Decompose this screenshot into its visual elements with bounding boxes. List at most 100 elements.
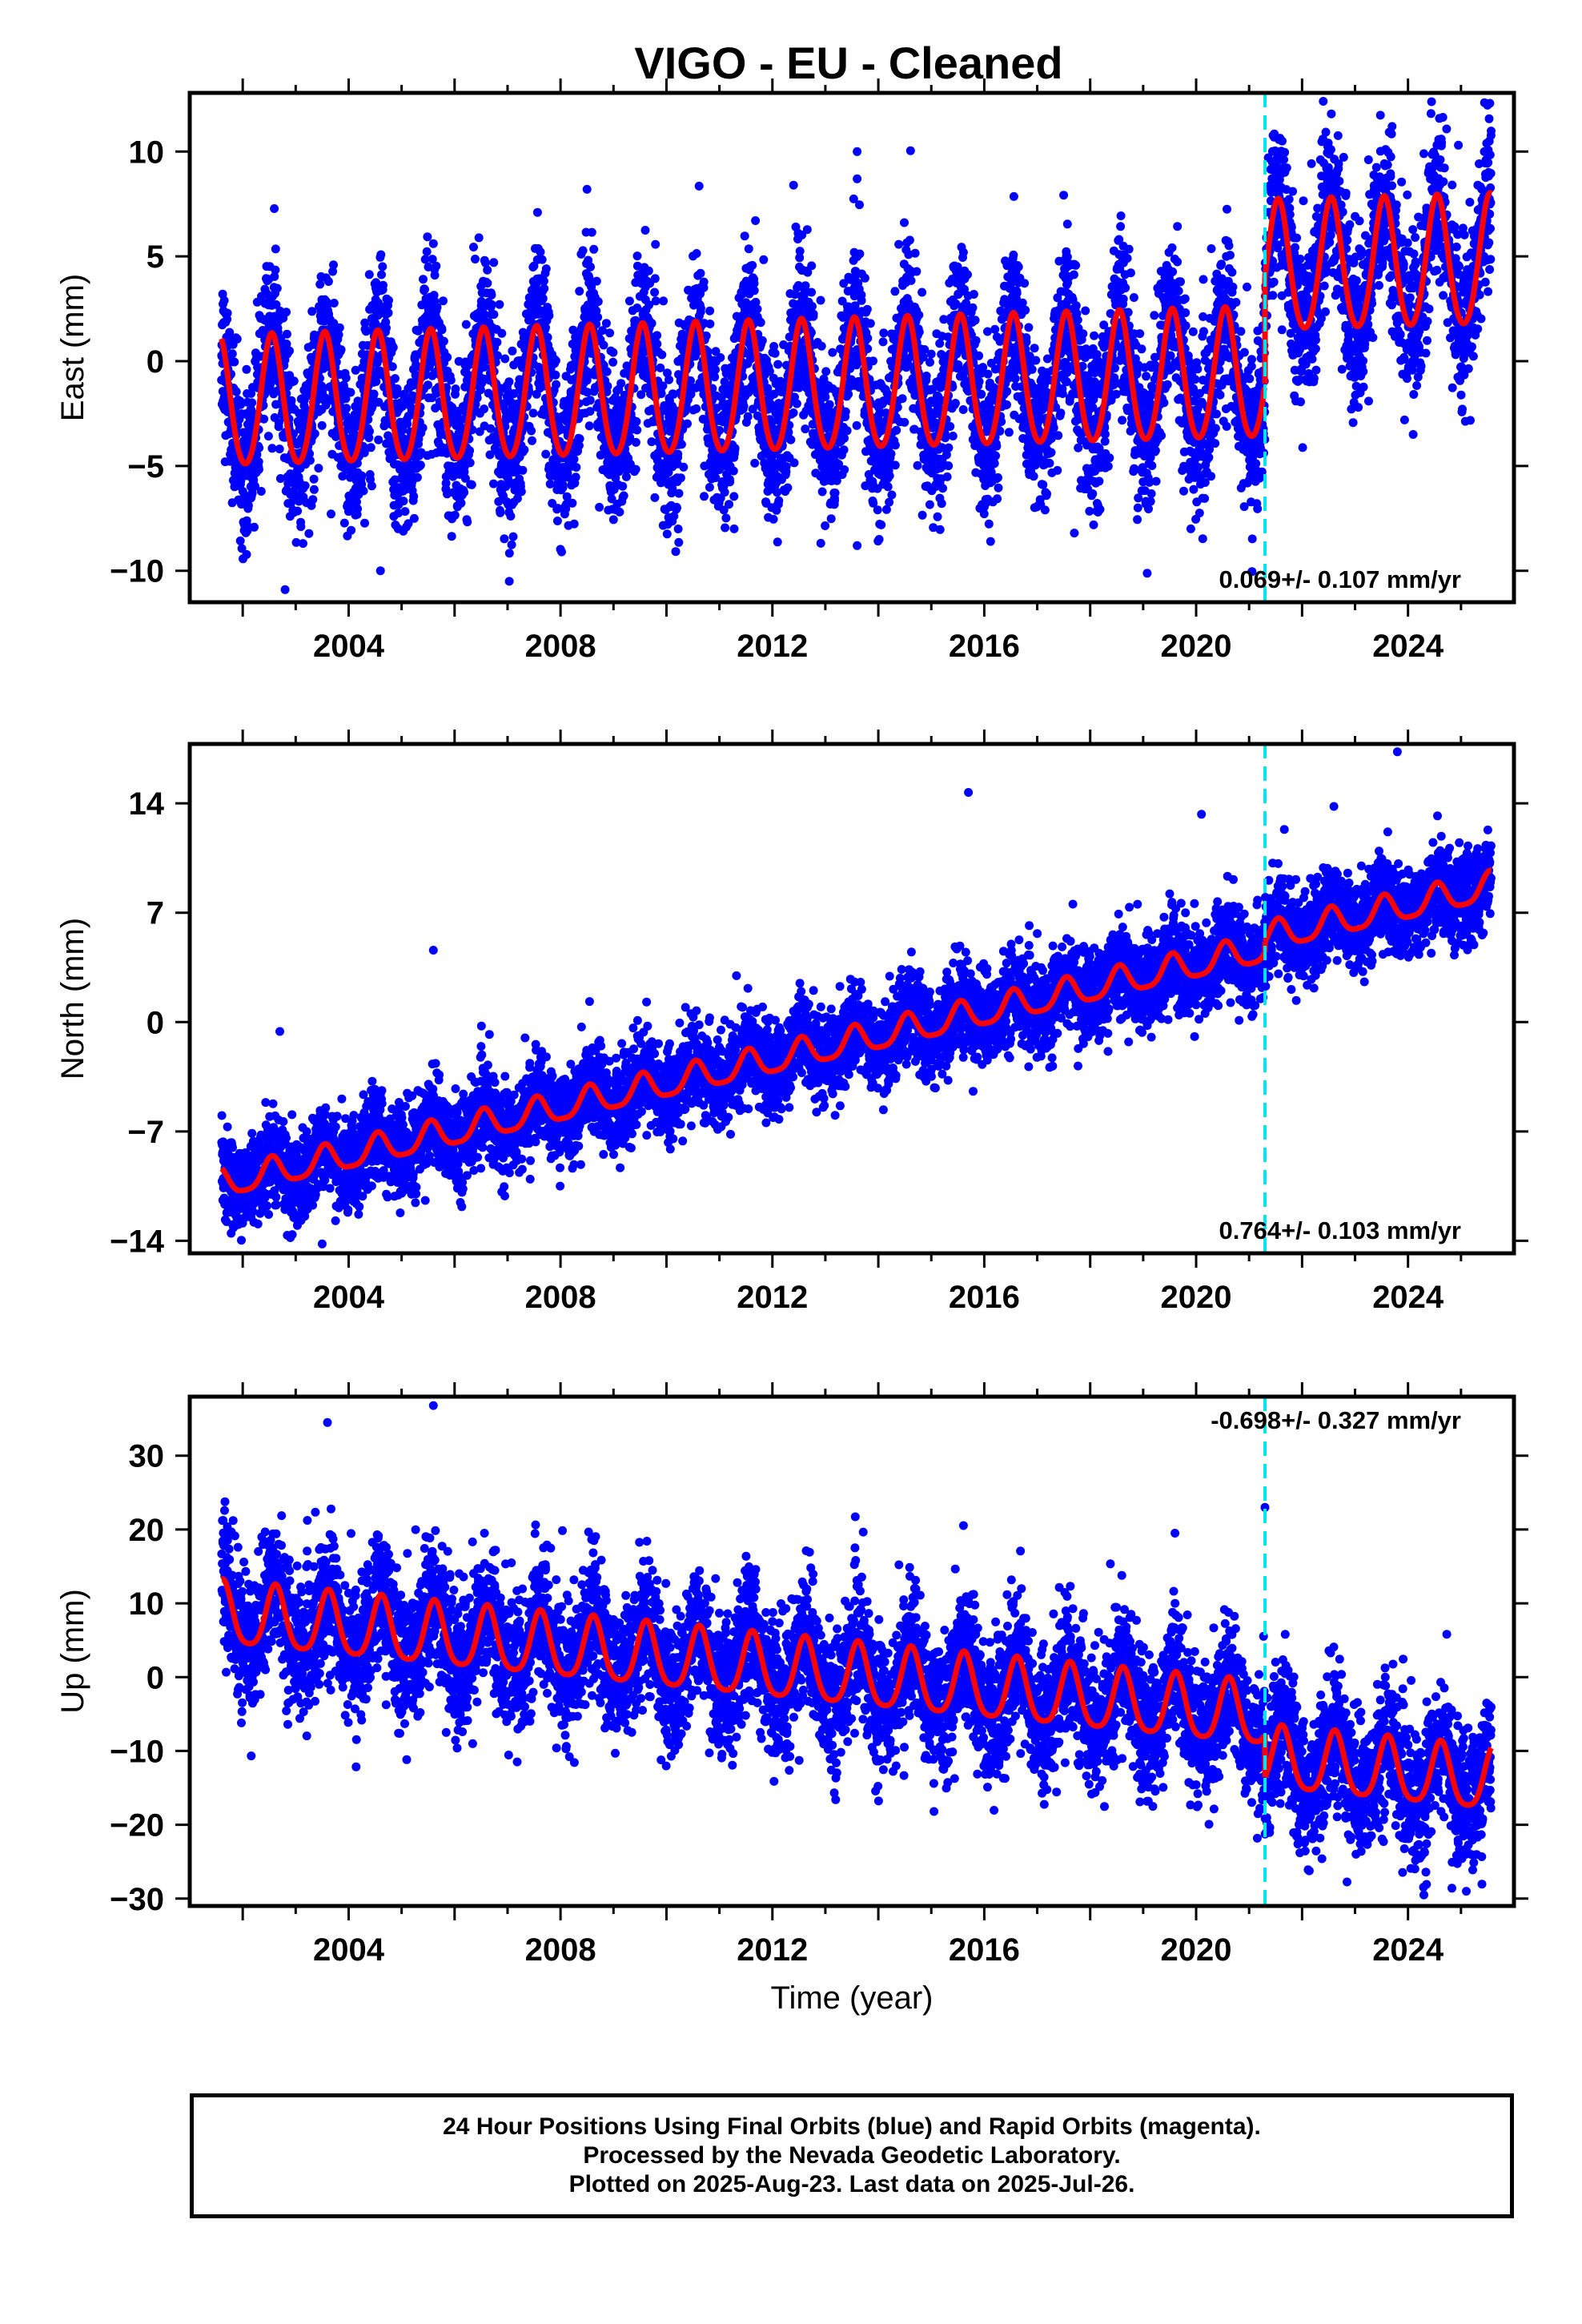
east-point [795,247,805,256]
east-point [801,281,810,291]
east-point [360,518,369,528]
east-point [446,376,456,385]
east-point [309,474,319,484]
east-point [361,327,371,336]
east-point [236,400,246,409]
east-point [360,318,370,328]
east-point [624,296,634,306]
east-point [914,310,924,320]
east-point [274,418,283,428]
east-point [673,525,683,533]
east-point [489,479,498,489]
east-point [461,320,471,329]
east-point [575,287,584,296]
east-point [948,432,958,440]
east-point [329,260,338,270]
east-point [336,345,346,355]
east-point [334,330,343,340]
east-point [595,502,604,512]
east-point [725,500,733,509]
east-point [906,275,916,285]
east-point [527,426,536,436]
east-point [792,399,801,408]
east-point [886,449,896,459]
east-point [862,304,872,314]
east-point [878,337,888,347]
east-point [304,529,314,538]
east-point [830,496,839,505]
east-point [520,445,529,455]
east-point [420,284,429,294]
east-point [865,319,875,328]
east-point [852,420,861,430]
east-point [252,450,262,460]
east-point [504,377,514,387]
east-point [508,346,517,356]
east-point [657,350,667,360]
east-point [826,514,836,524]
east-point [578,246,588,255]
east-point [773,360,783,369]
east-point [757,336,767,345]
east-point [699,277,709,287]
east-point [917,287,927,297]
east-point [538,294,548,304]
east-point [816,538,825,548]
east-point [694,181,704,191]
east-point [383,308,393,318]
east-point [677,440,686,449]
east-point [500,534,509,544]
east-point [1009,250,1018,259]
east-point [285,346,294,356]
east-point [532,207,542,217]
east-point [412,472,422,482]
east-point [877,520,886,529]
east-point [489,258,499,267]
east-point [1004,428,1014,437]
east-point [971,336,981,345]
east-point [770,348,780,358]
east-point [974,351,984,360]
east-point [537,255,547,264]
east-point [487,300,496,309]
east-point [817,487,827,497]
east-point [651,239,661,249]
east-point [926,349,936,359]
east-point [569,519,579,529]
east-point [492,337,502,347]
east-point [993,494,1002,504]
east-point [315,279,325,289]
east-point [289,376,299,386]
east-point [357,480,367,489]
east-point [317,420,327,430]
east-point [300,481,310,490]
east-point [351,365,360,375]
east-point [917,510,927,520]
east-point [921,372,931,380]
east-point [816,296,825,305]
east-point [327,509,335,519]
east-point [487,290,496,300]
east-point [291,537,301,547]
east-point [528,436,536,445]
east-point [890,460,900,470]
east-point [599,340,608,350]
east-point [990,324,1000,334]
east-point [338,472,347,481]
east-point [366,443,375,452]
east-point [270,204,279,213]
east-point [673,503,681,513]
east-point [608,348,618,357]
east-point [608,357,618,367]
east-point [593,297,603,307]
east-point [665,375,673,384]
east-point [1021,305,1030,315]
east-point [314,464,323,473]
east-point [863,333,873,343]
east-point [500,354,510,364]
east-point [950,399,960,408]
east-point [933,512,942,521]
east-point [270,271,279,281]
east-point [809,309,818,319]
